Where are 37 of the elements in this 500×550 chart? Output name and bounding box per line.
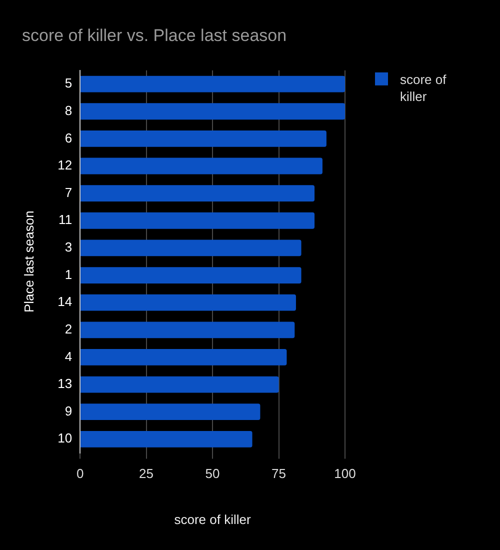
x-tick-label: 25 xyxy=(139,466,154,482)
x-tick-label: 50 xyxy=(205,466,220,482)
bar xyxy=(80,240,302,256)
bar xyxy=(80,130,326,147)
y-tick-label: 7 xyxy=(64,184,72,200)
bar xyxy=(80,212,315,229)
y-tick-label: 10 xyxy=(58,430,72,446)
bar xyxy=(80,404,260,420)
y-tick-label: 6 xyxy=(64,130,72,146)
y-tick-label: 1 xyxy=(64,266,72,282)
bar xyxy=(80,349,287,366)
x-tick-label: 75 xyxy=(272,466,286,482)
y-tick-label: 4 xyxy=(64,348,72,364)
legend-label: score of killer xyxy=(400,72,447,104)
bar xyxy=(80,322,295,338)
y-tick-label: 13 xyxy=(58,376,72,392)
y-tick-label: 3 xyxy=(64,240,72,255)
bar xyxy=(80,76,345,92)
x-tick-label: 100 xyxy=(334,466,356,482)
bar xyxy=(80,103,345,120)
x-tick-label: 0 xyxy=(76,466,84,482)
chart-title: score of killer vs. Place last season xyxy=(22,26,287,45)
y-tick-label: 9 xyxy=(64,403,72,418)
bar xyxy=(80,294,296,311)
y-tick-label: 12 xyxy=(58,158,72,173)
bar xyxy=(80,185,315,202)
bar xyxy=(80,430,252,448)
bar xyxy=(80,267,302,284)
y-tick-label: 5 xyxy=(64,76,72,91)
x-axis-title: score of killer xyxy=(174,512,252,527)
y-tick-label: 2 xyxy=(64,321,72,336)
y-axis-title: Place last season xyxy=(21,210,36,313)
y-tick-label: 8 xyxy=(64,102,72,118)
y-tick-label: 14 xyxy=(58,294,72,310)
bar xyxy=(80,158,322,174)
y-tick-label: 11 xyxy=(58,212,72,228)
bar xyxy=(80,376,279,393)
